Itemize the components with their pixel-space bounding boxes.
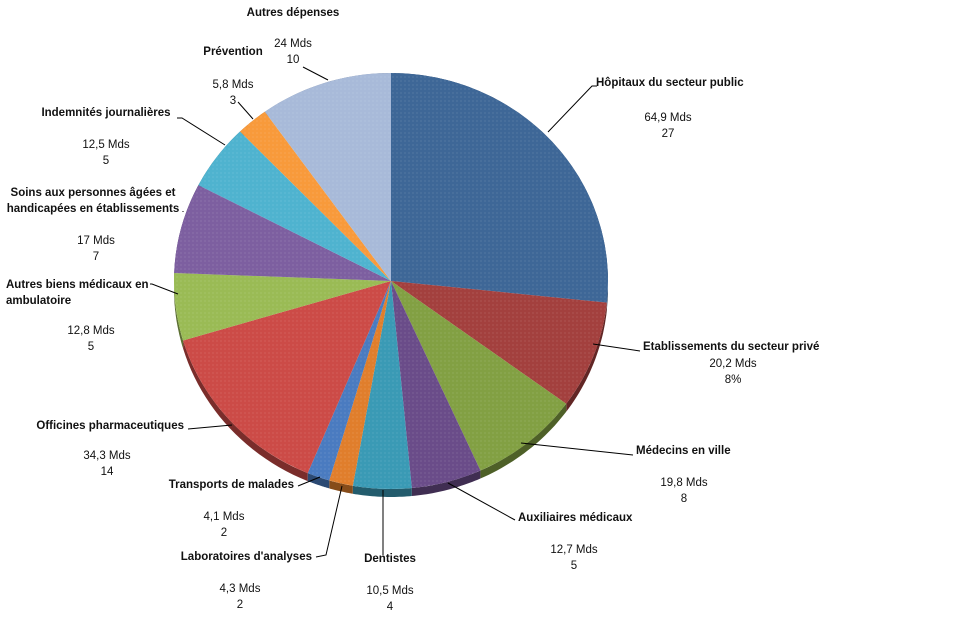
- slice-2-leader-line: [592, 343, 641, 352]
- slice-11-percent-label: 5: [103, 155, 109, 167]
- slice-9-label: Autres biens médicaux en ambulatoire: [6, 279, 149, 307]
- slice-2-amount-label: 20,2 Mds: [709, 358, 757, 370]
- slice-12-texture: [240, 111, 391, 282]
- slice-1-amount-label: 64,9 Mds: [644, 112, 692, 124]
- slice-7-side: [307, 473, 330, 489]
- slice-10-texture: [174, 185, 391, 281]
- slice-10-label: Soins aux personnes âgées et handicapées …: [7, 187, 180, 215]
- slice-13-amount-label: 24 Mds: [274, 38, 312, 50]
- slice-4-amount-label: 12,7 Mds: [550, 544, 598, 556]
- slice-4-percent-label: 5: [571, 560, 577, 572]
- slice-2-percent-label: 8%: [725, 374, 742, 386]
- slice-11-leader-line: [177, 117, 226, 146]
- slice-10-percent-label: 7: [93, 251, 99, 263]
- slice-8-percent-label: 14: [101, 466, 114, 478]
- slice-6-label: Laboratoires d'analyses: [181, 551, 312, 563]
- slice-8-texture: [183, 281, 391, 474]
- slice-5-texture: [352, 281, 412, 490]
- slice-2-label: Etablissements du secteur privé: [643, 341, 819, 353]
- slice-7-amount-label: 4,1 Mds: [204, 511, 245, 523]
- slice-9-amount-label: 12,8 Mds: [67, 325, 115, 337]
- slice-10-amount-label: 17 Mds: [77, 235, 115, 247]
- slice-5-percent-label: 4: [387, 601, 394, 613]
- slice-4-leader-line: [447, 482, 516, 521]
- slice-6-percent-label: 2: [237, 599, 243, 611]
- slice-7-texture: [307, 281, 391, 481]
- slice-9-percent-label: 5: [88, 341, 94, 353]
- slice-9-leader-line: [150, 283, 179, 295]
- slice-12-amount-label: 5,8 Mds: [213, 79, 254, 91]
- slice-4-texture: [391, 281, 481, 489]
- slice-6-amount-label: 4,3 Mds: [220, 583, 261, 595]
- slice-5-side: [352, 485, 412, 497]
- slice-13-texture: [264, 72, 391, 281]
- slice-1-texture: [391, 73, 608, 303]
- slice-12-leader-line: [237, 101, 254, 120]
- slice-5-amount-label: 10,5 Mds: [366, 585, 414, 597]
- slice-12-label: Prévention: [203, 46, 262, 58]
- slice-1-percent-label: 27: [662, 128, 675, 140]
- slice-13-leader-line: [302, 66, 329, 81]
- slice-7-label: Transports de malades: [169, 479, 294, 491]
- slice-9-texture: [173, 272, 391, 341]
- slice-3-percent-label: 8: [681, 493, 687, 505]
- slice-1-leader-line: [547, 85, 597, 133]
- slice-8-label: Officines pharmaceutiques: [36, 420, 184, 432]
- slice-6-leader-line: [315, 485, 343, 558]
- slice-5-label: Dentistes: [364, 553, 416, 565]
- slice-12-percent-label: 3: [230, 95, 236, 107]
- slice-3-texture: [391, 281, 567, 471]
- slice-13-percent-label: 10: [287, 54, 300, 66]
- slice-4-side: [411, 470, 481, 496]
- slice-2-texture: [391, 281, 607, 404]
- slice-2-side: [566, 302, 607, 412]
- slice-3-amount-label: 19,8 Mds: [660, 477, 708, 489]
- slice-1-label: Hôpitaux du secteur public: [596, 77, 744, 89]
- slice-3-leader-line: [520, 442, 634, 456]
- slice-8-leader-line: [187, 424, 233, 430]
- slice-8-amount-label: 34,3 Mds: [83, 450, 131, 462]
- slice-7-percent-label: 2: [221, 527, 227, 539]
- slice-4-label: Auxiliaires médicaux: [518, 512, 633, 524]
- slice-7-leader-line: [297, 476, 321, 487]
- slice-9-side: [174, 272, 184, 349]
- slice-13-label: Autres dépenses: [247, 7, 340, 19]
- slice-6-side: [329, 480, 353, 494]
- slice-3-label: Médecins en ville: [636, 445, 731, 457]
- slice-11-label: Indemnités journalières: [41, 107, 170, 119]
- slice-11-texture: [198, 131, 391, 281]
- slice-6-texture: [329, 281, 391, 486]
- slice-11-amount-label: 12,5 Mds: [82, 139, 130, 151]
